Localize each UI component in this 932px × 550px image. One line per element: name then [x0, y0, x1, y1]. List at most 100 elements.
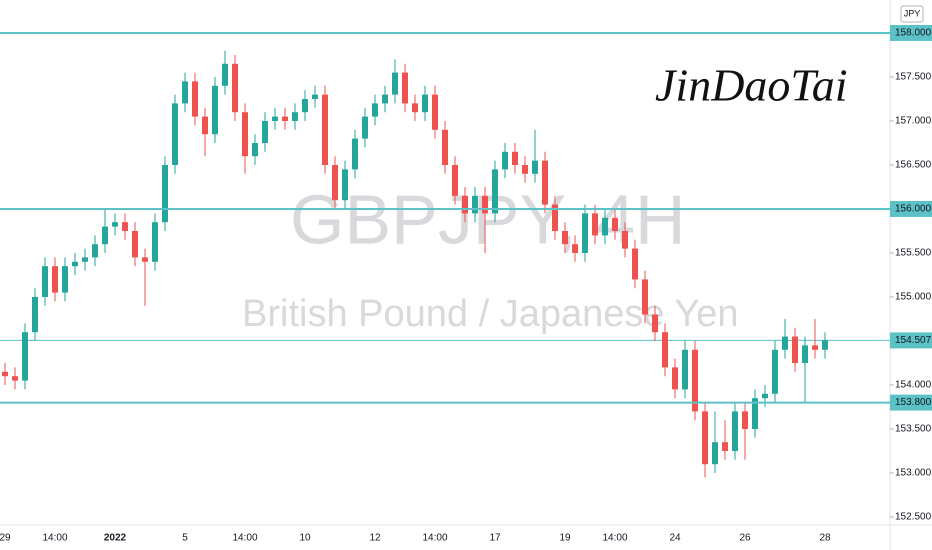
candle-body: [352, 138, 358, 170]
x-tick-label: 14:00: [602, 533, 627, 544]
candle-body: [72, 261, 78, 267]
x-tick-label: 12: [369, 533, 381, 544]
candle-body: [562, 230, 568, 245]
y-tick-label: 155.000: [895, 292, 932, 303]
currency: JPY: [904, 8, 921, 18]
x-tick-label: 14:00: [42, 533, 67, 544]
candle-body: [692, 349, 698, 412]
candle-body: [302, 98, 308, 113]
candle-body: [322, 94, 328, 165]
x-tick-label: 24: [669, 533, 681, 544]
candle-body: [132, 230, 138, 258]
candle-body: [152, 222, 158, 262]
candle-body: [312, 94, 318, 99]
x-tick-label: 14:00: [232, 533, 257, 544]
level-label: 153.800: [895, 397, 932, 408]
candle-body: [52, 266, 58, 293]
candle-body: [192, 81, 198, 117]
candle-body: [342, 169, 348, 201]
y-tick-label: 156.500: [895, 160, 932, 171]
candle-body: [122, 222, 128, 231]
level-label: 156.000: [895, 204, 932, 215]
candle-body: [272, 116, 278, 121]
y-tick-label: 157.500: [895, 72, 932, 83]
candle-body: [572, 244, 578, 253]
currency-box: [900, 5, 924, 23]
candle-body: [12, 376, 18, 381]
candle-body: [292, 112, 298, 121]
x-tick-label: 28: [819, 533, 831, 544]
candle-body: [42, 266, 48, 297]
candle-body: [722, 442, 728, 451]
candle-body: [622, 230, 628, 249]
candle-body: [32, 296, 38, 333]
candle-body: [282, 116, 288, 121]
candle-body: [212, 85, 218, 135]
watermark: GBPJPY, 4H British Pound / Japanese Yen: [242, 180, 739, 335]
y-tick-label: 157.000: [895, 116, 932, 127]
candle-body: [172, 103, 178, 165]
x-tick-label: 2022: [104, 533, 127, 544]
candle-body: [142, 257, 148, 262]
candle-body: [522, 164, 528, 174]
candle-body: [512, 151, 518, 165]
candle-body: [422, 94, 428, 113]
candle-body: [222, 63, 228, 86]
candle-body: [502, 151, 508, 170]
y-tick-label: 155.500: [895, 248, 932, 259]
candle-body: [82, 257, 88, 262]
watermark-symbol: GBPJPY, 4H: [290, 180, 686, 258]
candle-body: [382, 94, 388, 104]
candle-body: [262, 120, 268, 143]
candle-body: [442, 129, 448, 165]
candle-body: [782, 336, 788, 350]
candle-body: [612, 217, 618, 231]
candle-body: [792, 336, 798, 363]
candle-body: [242, 112, 248, 157]
candle-body: [22, 332, 28, 381]
candle-body: [812, 345, 818, 350]
y-tick-label: 152.500: [895, 512, 932, 523]
candle-body: [542, 160, 548, 205]
candle-body: [732, 411, 738, 451]
candle-body: [532, 160, 538, 174]
candle-body: [552, 204, 558, 231]
last-price-label: 154.507: [895, 335, 932, 346]
candle-body: [112, 222, 118, 227]
signature: JinDaoTai: [655, 60, 848, 111]
level-label-box: [890, 394, 932, 411]
y-tick-label: 153.500: [895, 424, 932, 435]
y-tick-label: 154.000: [895, 380, 932, 391]
candle-body: [742, 411, 748, 429]
level-label: 158.000: [895, 28, 932, 39]
candle-body: [822, 340, 828, 350]
last-price-box: [890, 332, 932, 349]
candle-body: [392, 72, 398, 95]
candle-body: [332, 164, 338, 201]
candle-body: [162, 164, 168, 223]
x-tick-label: 10: [299, 533, 311, 544]
candle-body: [582, 213, 588, 253]
y-tick-label: 153.000: [895, 468, 932, 479]
candle-body: [802, 345, 808, 363]
candle-body: [492, 169, 498, 214]
candle-body: [602, 217, 608, 236]
candle-body: [232, 63, 238, 113]
candle-body: [102, 226, 108, 245]
candle-body: [462, 195, 468, 214]
candle-body: [62, 266, 68, 293]
level-label-box: [890, 24, 932, 41]
x-tick-label: 29: [0, 533, 11, 544]
candle-body: [702, 411, 708, 465]
candle-body: [482, 195, 488, 214]
level-label-box: [890, 200, 932, 217]
candle-body: [472, 195, 478, 214]
candle-body: [202, 116, 208, 135]
candle-body: [712, 442, 718, 465]
candle-body: [252, 142, 258, 157]
candle-body: [632, 248, 638, 280]
candle-body: [662, 332, 668, 368]
candle-body: [642, 279, 648, 315]
candle-body: [672, 367, 678, 390]
